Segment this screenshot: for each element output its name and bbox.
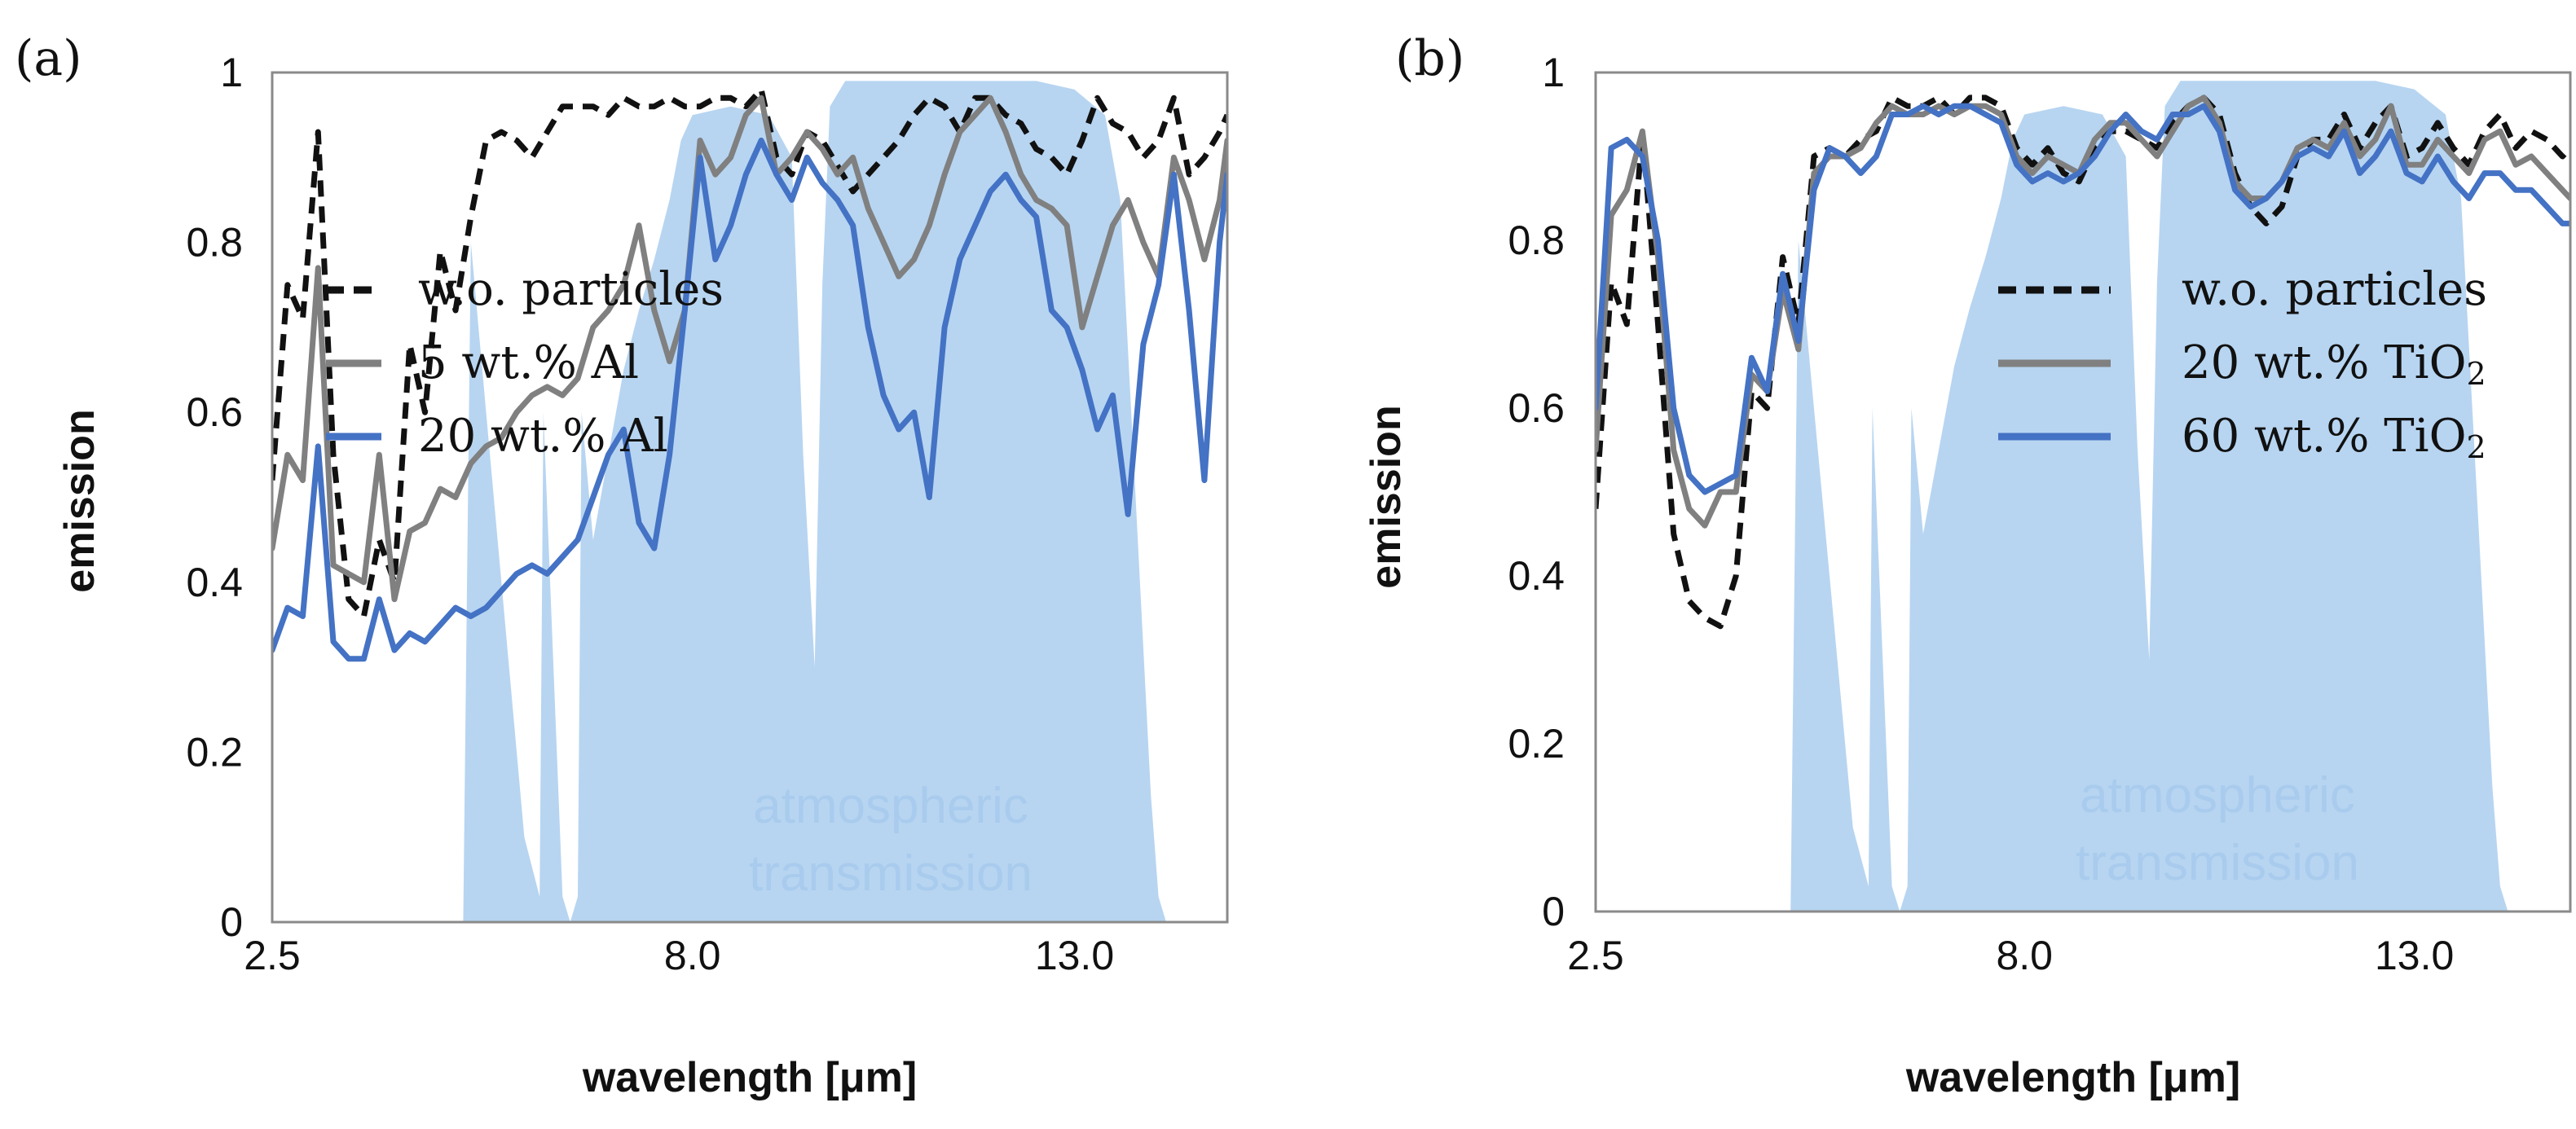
annotation-line-1-a: atmospheric [753, 778, 1028, 834]
y-tick-label-b-3: 0.6 [1508, 385, 1565, 431]
x-axis-title-b: wavelength [μm] [1905, 1054, 2240, 1101]
transmission-area-b [1596, 81, 2570, 912]
plot-area-a: atmospheric transmission [272, 81, 1227, 922]
y-axis-title-b: emission [1363, 405, 1410, 588]
x-ticks-b: 2.5 8.0 13.0 [1567, 933, 2454, 978]
y-tick-label-b-2: 0.4 [1508, 553, 1565, 599]
y-tick-label-a-3: 0.6 [186, 389, 243, 435]
panel-label-b: (b) [1395, 30, 1464, 87]
y-ticks-a: 0 0.2 0.4 0.6 0.8 1 [186, 50, 243, 945]
series-line-5-wt-al-a [272, 94, 1227, 603]
legend-label-20-wt-al-a: 20 wt.% Al [418, 410, 668, 463]
atmospheric-transmission-area-b [1596, 81, 2570, 912]
legend-label-60-wt-tio2-b: 60 wt.% TiO2 [2182, 410, 2486, 465]
x-tick-label-b-0: 2.5 [1567, 933, 1624, 978]
panel-label-a: (a) [15, 30, 82, 87]
y-tick-label-b-4: 0.8 [1508, 217, 1565, 263]
legend-b: w.o. particles 20 wt.% TiO2 60 wt.% TiO2 [1998, 263, 2487, 465]
x-tick-label-b-1: 8.0 [1996, 933, 2053, 978]
series-line-w-o-particles-a [272, 86, 1227, 619]
y-tick-label-b-0: 0 [1542, 889, 1565, 934]
annotation-line-1-b: atmospheric [2080, 767, 2355, 824]
plot-frame-b [1594, 71, 2572, 913]
legend-label-20-wt-tio2-b: 20 wt.% TiO2 [2182, 336, 2486, 392]
panel-b: (b) atmospheric transmission 00.20.40.60… [1363, 30, 2572, 1101]
series-group-a [272, 86, 1227, 662]
series-line-20-wt-al-a [272, 137, 1227, 662]
legend-a: w.o. particles 5 wt.% Al 20 wt.% Al [326, 263, 724, 463]
y-axis-title-a: emission [56, 409, 103, 592]
x-axis-title-a: wavelength [μm] [582, 1054, 917, 1101]
legend-label-5-wt-al-a: 5 wt.% Al [418, 336, 639, 389]
x-tick-label-b-2: 13.0 [2375, 933, 2454, 978]
atmospheric-transmission-area-a [272, 81, 1227, 922]
y-tick-label-a-0: 0 [220, 899, 243, 945]
annotation-line-2-a: transmission [749, 846, 1033, 902]
series-line-20-wt-tio2-b [1596, 94, 2570, 529]
annotation-line-2-b: transmission [2076, 835, 2359, 891]
y-tick-label-a-1: 0.2 [186, 729, 243, 775]
x-ticks-a: 2.5 8.0 13.0 [244, 933, 1114, 978]
y-tick-label-a-2: 0.4 [186, 560, 243, 605]
plot-frame-a [271, 71, 1229, 924]
plot-area-b: atmospheric transmission [1596, 81, 2570, 912]
legend-label-w-o-particles-a: w.o. particles [418, 263, 724, 316]
series-group-b [1596, 94, 2570, 630]
x-tick-label-a-1: 8.0 [664, 933, 721, 978]
y-tick-label-b-5: 1 [1542, 50, 1565, 95]
x-tick-label-a-0: 2.5 [244, 933, 301, 978]
y-ticks-b: 0 0.2 0.4 0.6 0.8 1 [1508, 50, 1565, 934]
y-tick-label-b-1: 0.2 [1508, 721, 1565, 767]
panel-a: (a) atmospheric transmission 00.20.40.60… [15, 30, 1229, 1101]
legend-label-w-o-particles-b: w.o. particles [2182, 263, 2487, 316]
y-tick-label-a-5: 1 [220, 50, 243, 95]
series-line-w-o-particles-b [1596, 94, 2570, 630]
transmission-area-a [272, 81, 1227, 922]
y-tick-label-a-4: 0.8 [186, 220, 243, 266]
series-line-60-wt-tio2-b [1596, 103, 2570, 495]
x-tick-label-a-2: 13.0 [1035, 933, 1114, 978]
